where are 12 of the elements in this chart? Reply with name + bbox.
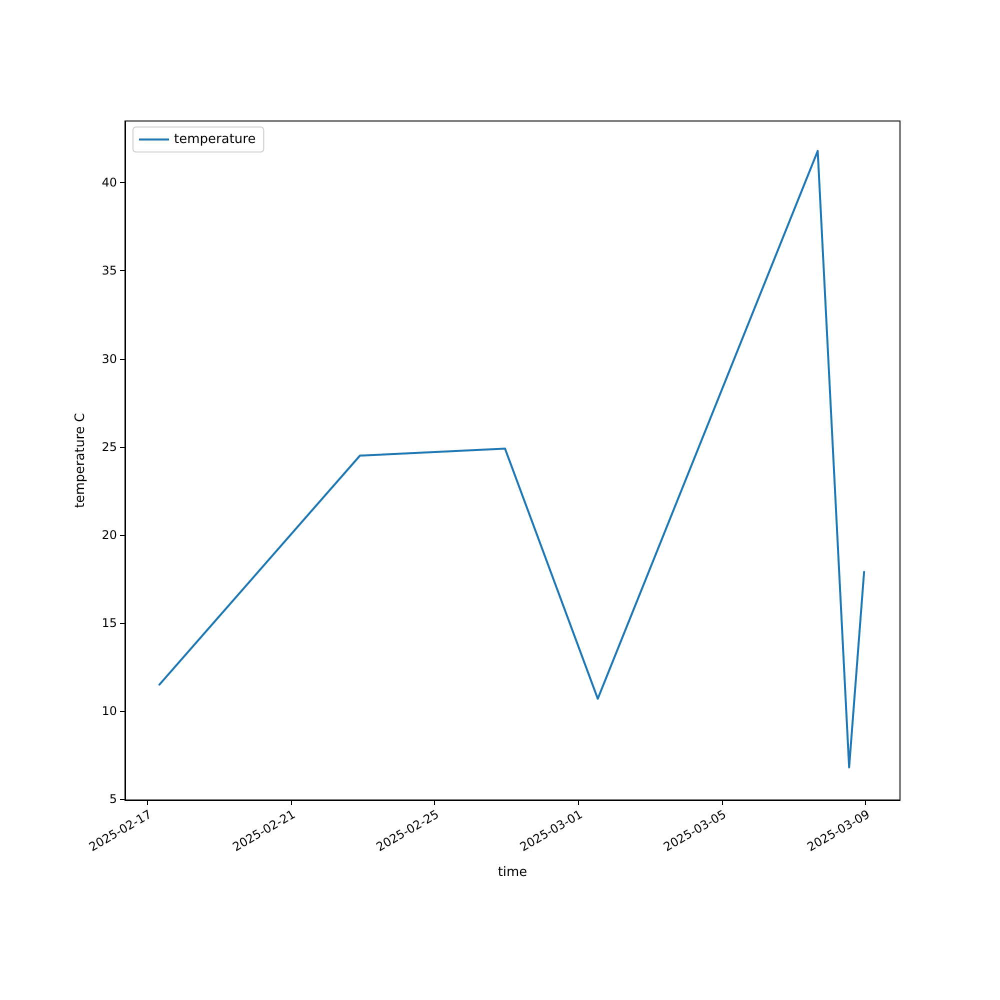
legend-label: temperature — [174, 132, 256, 147]
y-tick-label: 40 — [102, 176, 117, 190]
y-tick-label: 20 — [102, 528, 117, 542]
y-tick-label: 10 — [102, 704, 117, 718]
x-axis-title: time — [498, 865, 528, 880]
y-tick-label: 25 — [102, 440, 117, 454]
y-tick-label: 15 — [102, 616, 117, 630]
y-axis-title: temperature C — [73, 413, 88, 508]
y-tick-label: 30 — [102, 352, 117, 366]
y-tick-label: 35 — [102, 264, 117, 278]
y-tick-label: 5 — [109, 792, 117, 806]
line-series — [158, 150, 866, 768]
